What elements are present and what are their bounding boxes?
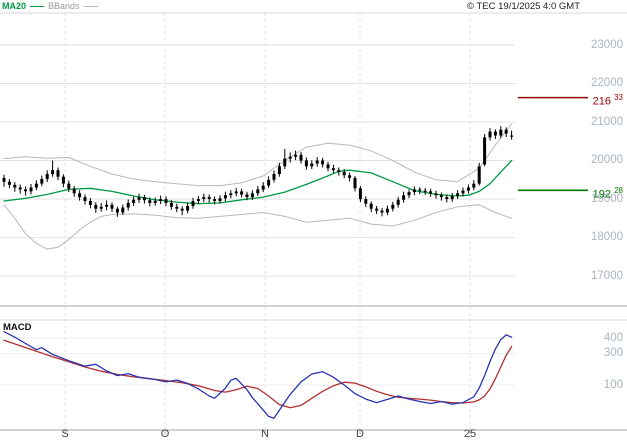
- price-tick-label: 22000: [591, 77, 623, 89]
- macd-panel-label: MACD: [3, 322, 32, 333]
- price-decimals: 33: [614, 93, 623, 102]
- bbands-legend-swatch-icon: [83, 5, 98, 7]
- price-tick-label: 18000: [591, 231, 623, 243]
- ma20-legend-label: MA20: [2, 1, 27, 11]
- month-tick-label: O: [160, 428, 170, 440]
- copyright-text: © TEC 19/1/2025 4:0 GMT: [467, 1, 580, 12]
- price-decimals: 28: [614, 186, 623, 195]
- macd-tick-label: 300: [603, 347, 623, 359]
- month-tick-label: 25: [463, 428, 477, 440]
- month-tick-label: D: [356, 428, 364, 440]
- macd-tick-label: 400: [603, 332, 623, 344]
- price-int: 192: [592, 188, 612, 201]
- price-tick-label: 21000: [591, 116, 623, 128]
- resistance-price-label: 216 33: [593, 91, 623, 109]
- price-int: 216: [592, 95, 612, 108]
- support-price-label: 192 28: [593, 184, 623, 202]
- month-tick-label: S: [61, 428, 69, 440]
- price-tick-label: 23000: [591, 39, 623, 51]
- month-tick-label: N: [261, 428, 269, 440]
- ma20-legend-swatch-icon: [30, 5, 45, 7]
- legend: MA20 BBands: [2, 1, 98, 11]
- price-tick-label: 17000: [591, 270, 623, 282]
- bbands-legend-label: BBands: [48, 1, 80, 11]
- price-tick-label: 20000: [591, 154, 623, 166]
- price-tick-label: 19000: [591, 193, 623, 205]
- macd-tick-label: 100: [603, 379, 623, 391]
